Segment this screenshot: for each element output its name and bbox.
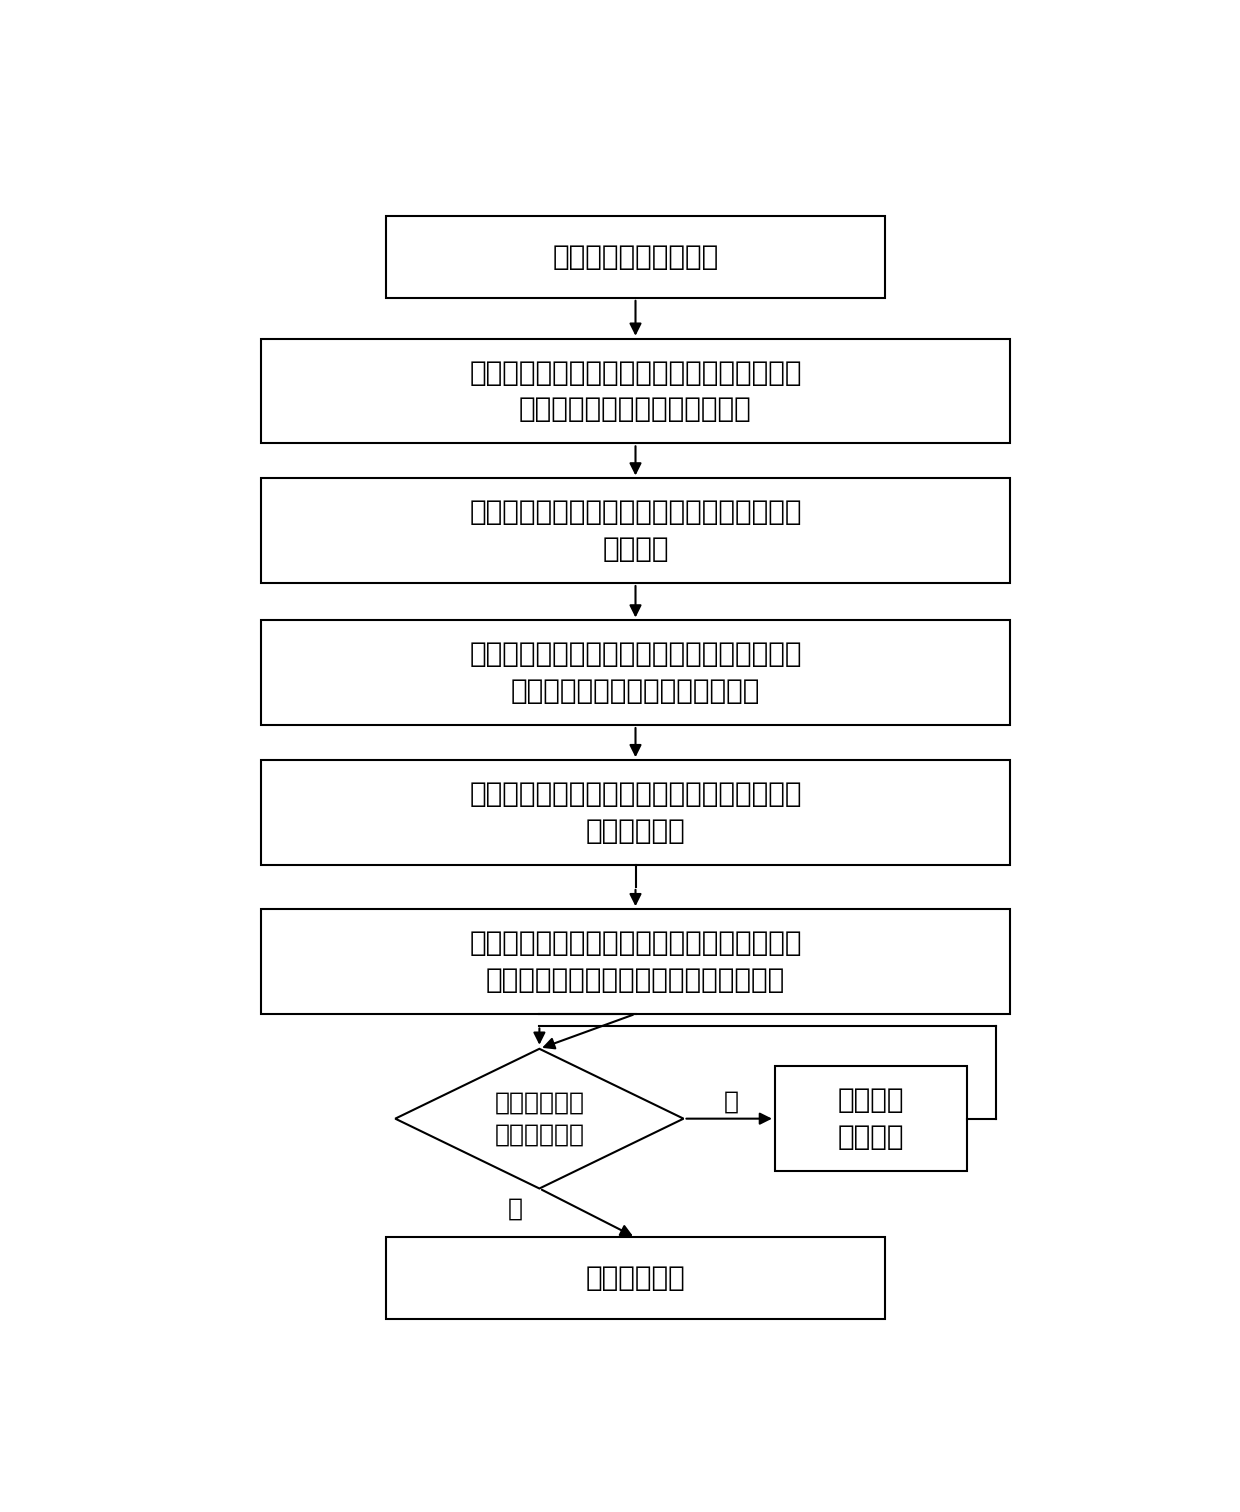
Text: 否: 否 [724, 1089, 739, 1113]
Bar [260, 478, 1011, 584]
Text: 储能设备基于实际风电出力和柔性直流电网输
送能力判断有功输出限值，发出有功功率: 储能设备基于实际风电出力和柔性直流电网输 送能力判断有功输出限值，发出有功功率 [469, 928, 802, 993]
Text: 继续等待
发出功率: 继续等待 发出功率 [838, 1086, 904, 1151]
Text: 储能设备有功
功率是否清零: 储能设备有功 功率是否清零 [495, 1090, 584, 1146]
Text: 新能源电站有功功率控制系统判断需要切除的
风电机组台数: 新能源电站有功功率控制系统判断需要切除的 风电机组台数 [469, 780, 802, 845]
Polygon shape [396, 1049, 683, 1188]
Text: 配置在机端的超级电容根据控制信号启动有功
功率控制: 配置在机端的超级电容根据控制信号启动有功 功率控制 [469, 499, 802, 562]
Bar [260, 339, 1011, 443]
Bar [260, 909, 1011, 1015]
Bar [386, 1237, 885, 1318]
Text: 柔性直流换流站基于故障恢复情况判断故障后
输送能力，发出有功功率控制信号: 柔性直流换流站基于故障恢复情况判断故障后 输送能力，发出有功功率控制信号 [469, 641, 802, 705]
Bar [260, 761, 1011, 865]
Bar [775, 1066, 967, 1170]
Text: 完成故障穿越: 完成故障穿越 [585, 1264, 686, 1293]
Text: 柔性直流换流站基于故障情况判断故障期间输
送能力，发出有功功率控制信号: 柔性直流换流站基于故障情况判断故障期间输 送能力，发出有功功率控制信号 [469, 358, 802, 423]
Bar [386, 216, 885, 298]
Text: 柔性直流电网发生故障: 柔性直流电网发生故障 [552, 243, 719, 271]
Text: 是: 是 [508, 1196, 523, 1220]
Bar [260, 620, 1011, 726]
